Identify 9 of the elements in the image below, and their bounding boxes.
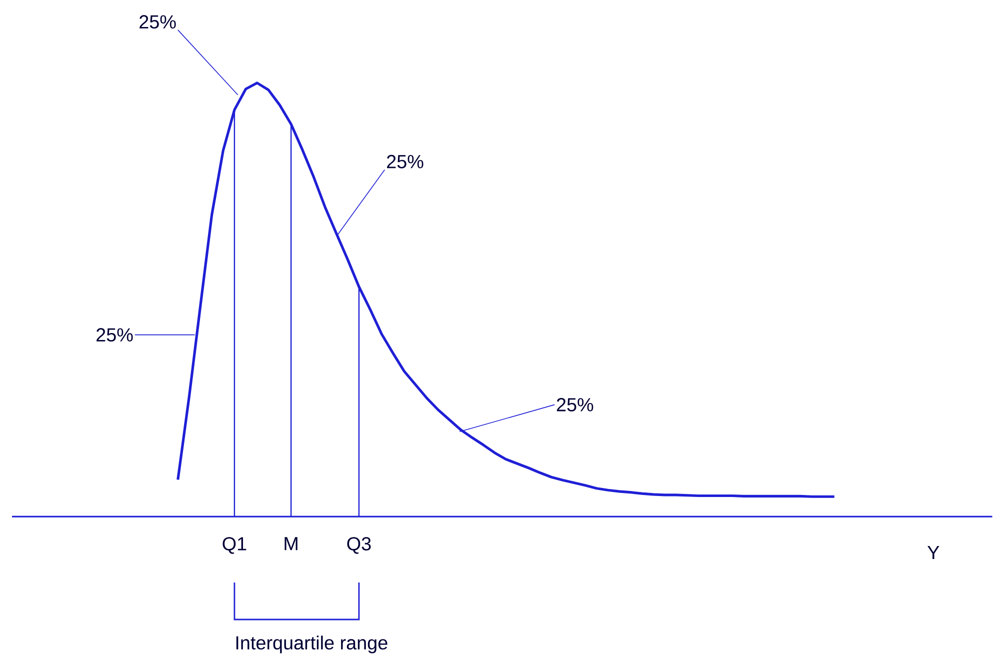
x-tick-label: Q1 <box>222 536 246 554</box>
x-axis-title: Y <box>928 546 940 559</box>
x-tick-label: M <box>284 536 298 550</box>
annotation: 25% <box>387 154 424 168</box>
annotation: 25% <box>556 398 594 412</box>
text: 25% <box>140 14 176 28</box>
text: Interquartile range <box>236 635 388 654</box>
x-tick-label: Q3 <box>347 536 371 554</box>
text: 25% <box>96 328 133 342</box>
